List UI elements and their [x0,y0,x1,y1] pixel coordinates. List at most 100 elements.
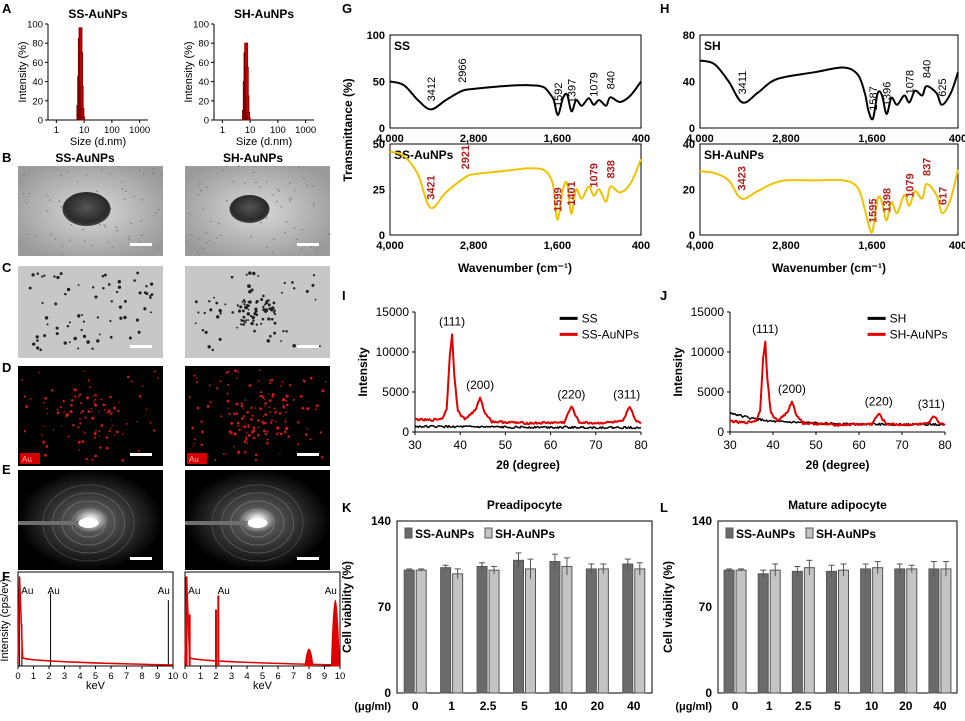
particle-dot [115,290,119,294]
particle-dot [36,346,40,350]
au-signal-dot [254,453,258,457]
tem-noise [303,177,305,180]
tem-noise [142,172,145,175]
au-signal-dot [44,397,47,400]
legend-label: SS-AuNPs [415,527,475,541]
au-signal-dot [52,429,55,431]
viability-y-label: Cell viability (%) [340,561,354,653]
au-signal-dot [188,396,191,399]
au-signal-dot [236,377,238,380]
au-signal-dot [324,381,327,383]
au-signal-dot [109,412,112,416]
particle-dot [244,305,249,310]
particle-dot [64,292,67,296]
au-signal-dot [89,386,91,389]
particle-dot [254,307,258,311]
au-signal-dot [269,381,272,385]
particle-dot [264,308,269,312]
au-signal-dot [152,429,156,432]
viability-bar [622,563,634,694]
eds-x-tick-label: 0 [15,671,20,682]
particle-dot [149,311,152,314]
au-signal-dot [112,424,115,427]
au-signal-dot [77,395,80,398]
tem-noise [199,183,201,185]
scale-bar [130,243,152,246]
particle-dot [247,308,250,311]
viability-frame [717,520,958,694]
au-signal-dot [225,452,227,455]
viability-bar [525,568,536,694]
particle-dot [150,282,154,286]
viability-bar [735,569,747,694]
tem-noise [201,247,204,250]
particle-dot [46,323,49,326]
viability-x-tick-label: 40 [627,699,641,713]
tem-noise [66,171,69,173]
xrd-x-tick-label: 80 [634,438,648,452]
eds-x-tick-label: 6 [275,671,280,682]
au-signal-dot [107,410,111,414]
tem-noise [205,185,208,188]
particle-dot [270,306,275,310]
tem-noise [104,225,107,228]
au-signal-dot [227,407,229,410]
au-signal-dot [309,376,313,380]
au-signal-dot [116,409,120,413]
au-signal-dot [111,419,113,421]
particle-dot [118,305,123,309]
particle-dot [207,345,211,349]
au-signal-dot [77,426,80,429]
particle-dot [247,284,251,288]
ftir-x-tick-label: 400 [632,133,650,145]
particle-dot [237,309,242,313]
particle-dot [224,303,227,306]
particle-dot [245,273,248,276]
tem-noise [197,193,200,196]
dls-x-label: Size (d.nm) [236,136,292,148]
tem-noise [216,236,218,239]
particle-dot [39,348,42,352]
panel-letter-a: A [2,1,12,16]
dls-title: SS-AuNPs [68,7,128,21]
legend-label: SS [582,311,598,325]
tem-noise [209,239,212,241]
dls-bar [81,116,86,121]
ftir-x-tick-label: 2,800 [772,133,800,145]
scale-bar [297,453,319,456]
eds-map-image [185,366,330,466]
xrd-pattern [414,424,642,430]
tem-noise [61,244,63,247]
au-signal-dot [260,394,264,398]
tem-noise [197,238,200,240]
xrd-x-tick-label: 30 [723,438,737,452]
tem-noise [290,197,293,199]
au-signal-dot [219,380,222,383]
xrd-y-tick-label: 10000 [691,345,725,359]
particle-dot [269,334,272,338]
particle-dot [44,316,49,320]
viability-x-tick-label: 20 [591,699,605,713]
eds-x-tick-label: 5 [260,671,265,682]
particle-dot [262,308,266,312]
au-signal-dot [287,435,290,438]
ftir-spectrum [699,169,959,234]
au-signal-dot [252,426,256,430]
au-signal-dot [257,379,260,382]
particle-dot [94,295,98,299]
au-signal-dot [244,436,248,439]
dls-y-tick-label: 40 [198,77,209,88]
tem-noise [49,199,51,201]
legend-label: SH-AuNPs [495,527,555,541]
au-signal-dot [281,381,284,383]
particle-dot [273,331,277,335]
tem-noise [34,235,36,238]
particle-dot [101,274,105,278]
au-signal-dot [278,412,282,415]
particle-dot [260,297,264,302]
eds-x-tick-label: 2 [46,671,51,682]
au-signal-dot [59,406,62,409]
eds-x-tick-label: 9 [155,671,160,682]
tem-noise [115,226,118,229]
au-signal-dot [299,394,303,398]
